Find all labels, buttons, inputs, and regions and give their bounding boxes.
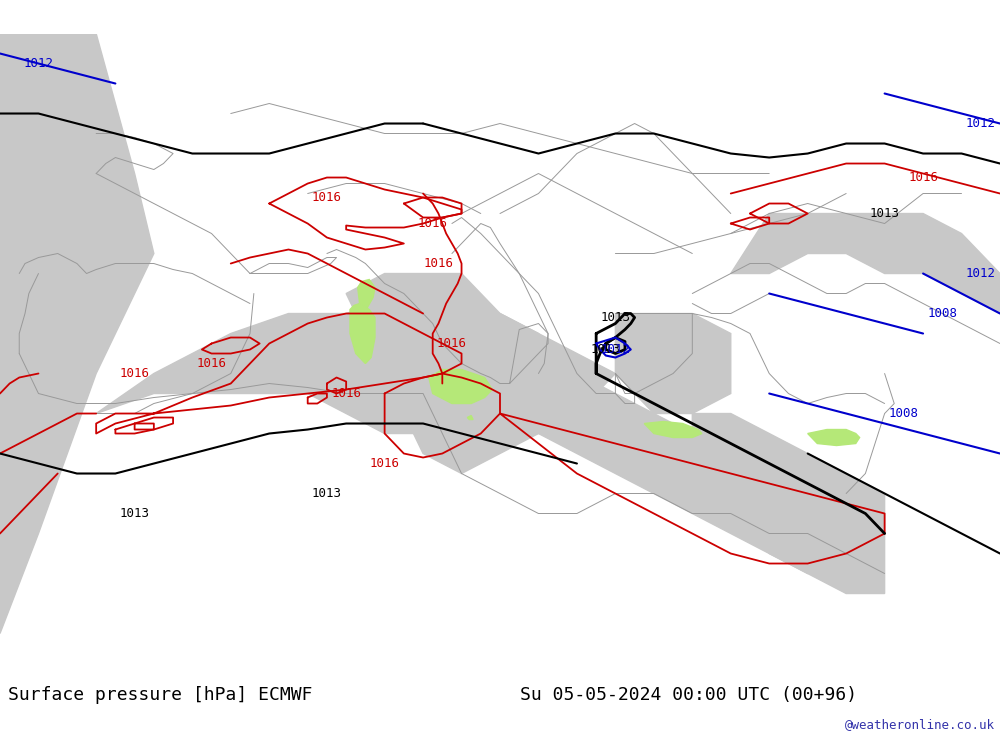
Text: 1013: 1013 [120,507,150,520]
Polygon shape [731,213,1000,314]
Polygon shape [467,416,473,419]
Text: 1012: 1012 [23,57,53,70]
Polygon shape [615,314,731,413]
Text: Su 05-05-2024 00:00 UTC (00+96): Su 05-05-2024 00:00 UTC (00+96) [520,686,857,704]
Polygon shape [644,421,702,438]
Polygon shape [346,273,615,474]
Text: 1008: 1008 [927,307,957,320]
Text: Surface pressure [hPa] ECMWF: Surface pressure [hPa] ECMWF [8,686,312,704]
Text: 1008: 1008 [889,407,919,420]
Polygon shape [96,293,885,594]
Text: 1013: 1013 [870,207,900,220]
Text: 1012: 1012 [600,343,630,356]
Text: 1016: 1016 [331,387,361,400]
Text: 1013: 1013 [312,487,342,500]
Polygon shape [350,303,375,364]
Text: @weatheronline.co.uk: @weatheronline.co.uk [845,718,995,732]
Polygon shape [429,369,492,403]
Text: 1016: 1016 [312,191,342,204]
Text: 1016: 1016 [418,217,448,230]
Polygon shape [0,34,154,633]
Text: 1013: 1013 [600,311,630,324]
Text: 1016: 1016 [370,457,400,470]
Text: 1012: 1012 [966,117,996,130]
Text: 1016: 1016 [197,357,227,370]
Text: 1012: 1012 [966,267,996,280]
Polygon shape [808,430,860,446]
Text: 1016: 1016 [437,337,467,350]
Polygon shape [358,279,375,308]
Polygon shape [692,413,885,573]
Text: 1016: 1016 [120,367,150,380]
Text: 1016: 1016 [908,171,938,184]
Text: 1013: 1013 [591,343,621,356]
Text: 1016: 1016 [423,257,453,270]
